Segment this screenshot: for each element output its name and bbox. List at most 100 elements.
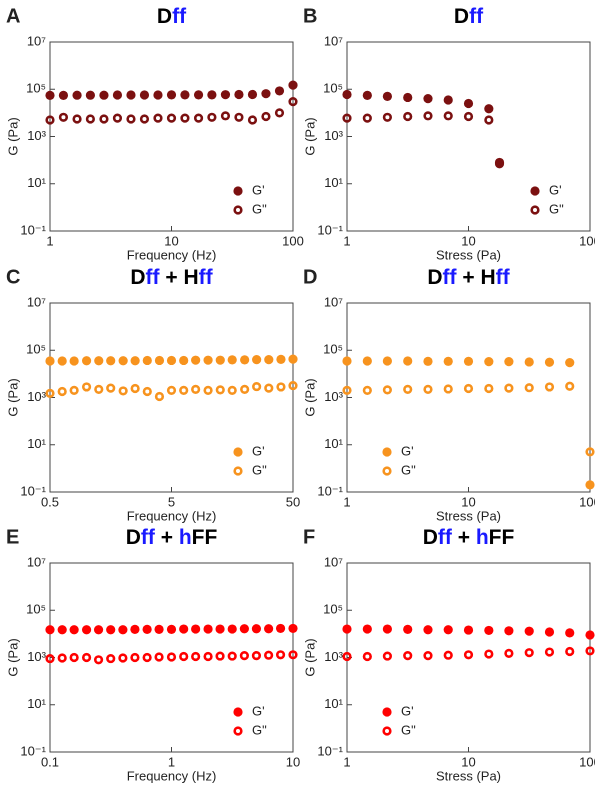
point bbox=[484, 357, 494, 367]
point bbox=[166, 90, 177, 100]
point bbox=[423, 111, 433, 121]
point bbox=[166, 652, 177, 662]
point bbox=[342, 113, 352, 123]
point bbox=[118, 653, 128, 663]
point bbox=[463, 111, 474, 122]
point bbox=[85, 90, 95, 100]
x-tick-label: 10 bbox=[461, 494, 475, 509]
point bbox=[382, 112, 392, 122]
point bbox=[106, 653, 116, 664]
point bbox=[239, 624, 249, 634]
point bbox=[45, 115, 55, 125]
point bbox=[85, 114, 95, 124]
legend-label: G' bbox=[401, 703, 414, 718]
point bbox=[403, 384, 413, 395]
point bbox=[215, 355, 225, 365]
point bbox=[166, 355, 177, 366]
point bbox=[234, 89, 244, 100]
point bbox=[142, 624, 152, 634]
y-axis-label: G (Pa) bbox=[5, 378, 20, 416]
point bbox=[234, 112, 244, 122]
chart-title: Dff + Hff bbox=[130, 266, 213, 289]
point bbox=[362, 624, 372, 634]
y-tick-label: 10⁵ bbox=[26, 602, 46, 617]
chart-title: Dff + hFF bbox=[423, 526, 515, 549]
point bbox=[585, 447, 595, 457]
legend-label: G" bbox=[252, 722, 267, 737]
point bbox=[142, 652, 152, 663]
point bbox=[57, 386, 67, 397]
y-axis-label: G (Pa) bbox=[302, 117, 317, 155]
y-tick-label: 10⁻¹ bbox=[20, 483, 46, 498]
legend-label: G" bbox=[401, 462, 416, 477]
title-part: + bbox=[155, 526, 179, 549]
point bbox=[382, 385, 392, 395]
legend-label: G' bbox=[252, 182, 265, 197]
point bbox=[264, 624, 274, 634]
point bbox=[463, 383, 474, 394]
legend-label: G' bbox=[252, 443, 265, 458]
y-axis-label: G (Pa) bbox=[5, 117, 20, 155]
x-tick-label: 10 bbox=[461, 754, 475, 769]
point bbox=[423, 625, 433, 635]
point bbox=[288, 80, 298, 90]
legend-label: G" bbox=[252, 201, 267, 216]
point bbox=[463, 98, 474, 109]
point bbox=[247, 115, 258, 125]
legend-label: G' bbox=[549, 182, 562, 197]
title-part: D bbox=[130, 266, 145, 289]
point bbox=[154, 391, 165, 402]
point bbox=[524, 648, 534, 658]
title-part: D bbox=[157, 5, 172, 28]
y-tick-label: 10⁵ bbox=[323, 342, 343, 357]
point bbox=[544, 647, 555, 657]
y-tick-label: 10⁷ bbox=[27, 33, 46, 48]
point bbox=[215, 385, 225, 395]
point bbox=[81, 652, 92, 663]
y-tick-label: 10¹ bbox=[27, 696, 46, 711]
point bbox=[251, 651, 262, 661]
point bbox=[276, 354, 286, 364]
title-part: D bbox=[126, 526, 141, 549]
legend-marker bbox=[233, 726, 243, 736]
x-tick-label: 100 bbox=[579, 233, 595, 248]
x-axis-label: Frequency (Hz) bbox=[127, 508, 217, 523]
x-axis-label: Frequency (Hz) bbox=[127, 247, 217, 262]
point bbox=[180, 113, 190, 123]
title-part: D bbox=[423, 526, 438, 549]
point bbox=[72, 90, 82, 100]
point bbox=[288, 650, 298, 660]
point bbox=[288, 354, 298, 364]
point bbox=[342, 651, 352, 662]
point bbox=[443, 111, 453, 121]
point bbox=[215, 651, 225, 661]
y-tick-label: 10⁷ bbox=[27, 294, 46, 309]
x-tick-label: 1 bbox=[343, 494, 350, 509]
point bbox=[142, 355, 152, 366]
point bbox=[239, 651, 249, 661]
point bbox=[69, 652, 79, 663]
point bbox=[240, 355, 250, 365]
panel-label: F bbox=[303, 526, 315, 548]
panel-label: E bbox=[6, 526, 19, 548]
point bbox=[342, 89, 352, 100]
point bbox=[362, 90, 372, 100]
y-tick-label: 10⁷ bbox=[27, 554, 46, 569]
point bbox=[207, 112, 217, 122]
point bbox=[585, 480, 595, 490]
x-tick-label: 0.5 bbox=[41, 494, 59, 509]
panel: C Dff + Hff 10⁻¹ 10¹ 10³ 10⁵ 10⁷ 0.5 5 50 Frequenc… bbox=[5, 266, 300, 524]
point bbox=[342, 624, 352, 634]
point bbox=[179, 624, 189, 634]
legend-label: G" bbox=[252, 462, 267, 477]
title-part: ff bbox=[141, 526, 156, 549]
point bbox=[443, 625, 453, 635]
point bbox=[423, 356, 433, 366]
title-part: + H bbox=[160, 266, 199, 289]
point bbox=[362, 651, 372, 662]
y-tick-label: 10⁻¹ bbox=[317, 743, 343, 758]
y-tick-label: 10³ bbox=[324, 128, 343, 143]
point bbox=[274, 86, 285, 96]
point bbox=[191, 624, 201, 634]
